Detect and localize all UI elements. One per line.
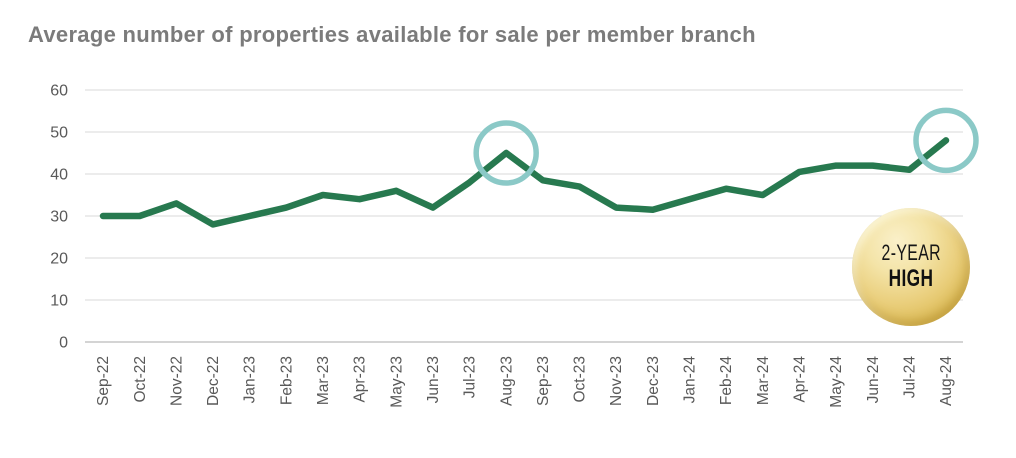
- x-tick-label: Sep-22: [95, 356, 112, 406]
- x-tick-label: Feb-24: [718, 356, 735, 405]
- y-tick-label: 50: [50, 124, 68, 141]
- x-tick-label: Jun-24: [865, 356, 882, 404]
- x-tick-label: Feb-23: [278, 356, 295, 405]
- x-tick-label: Mar-24: [755, 356, 772, 405]
- x-tick-label: Aug-23: [498, 356, 515, 406]
- badge-label-top: 2-YEAR: [881, 240, 941, 266]
- y-tick-label: 20: [50, 250, 68, 267]
- two-year-high-badge: 2-YEAR HIGH: [852, 208, 970, 326]
- x-tick-label: Apr-23: [352, 356, 369, 403]
- x-tick-label: Jan-24: [682, 356, 699, 404]
- data-line: [99, 137, 950, 228]
- x-tick-label: Oct-23: [572, 356, 589, 403]
- x-tick-label: Mar-23: [315, 356, 332, 405]
- y-tick-label: 60: [50, 82, 68, 99]
- x-tick-label: May-24: [828, 356, 845, 408]
- y-tick-label: 0: [59, 334, 68, 351]
- x-tick-label: Jul-24: [901, 356, 918, 399]
- x-tick-label: Sep-23: [535, 356, 552, 406]
- highlight-circle: [473, 120, 539, 186]
- y-tick-label: 30: [50, 208, 68, 225]
- x-tick-label: Jul-23: [462, 356, 479, 398]
- x-tick-label: Jan-23: [242, 356, 259, 403]
- x-tick-label: Aug-24: [938, 356, 955, 406]
- x-tick-label: May-23: [388, 356, 405, 408]
- x-tick-label: Dec-23: [645, 356, 662, 406]
- badge-label-bottom: HIGH: [888, 265, 934, 293]
- y-tick-label: 10: [50, 292, 68, 309]
- x-tick-label: Nov-23: [608, 356, 625, 406]
- x-tick-label: Dec-22: [205, 356, 222, 406]
- highlight-circle: [913, 107, 979, 174]
- x-tick-label: Jun-23: [425, 356, 442, 403]
- x-tick-label: Oct-22: [132, 356, 149, 403]
- chart-title: Average number of properties available f…: [28, 22, 756, 47]
- y-tick-label: 40: [50, 166, 68, 183]
- x-tick-label: Nov-22: [168, 356, 185, 406]
- x-tick-label: Apr-24: [792, 356, 809, 403]
